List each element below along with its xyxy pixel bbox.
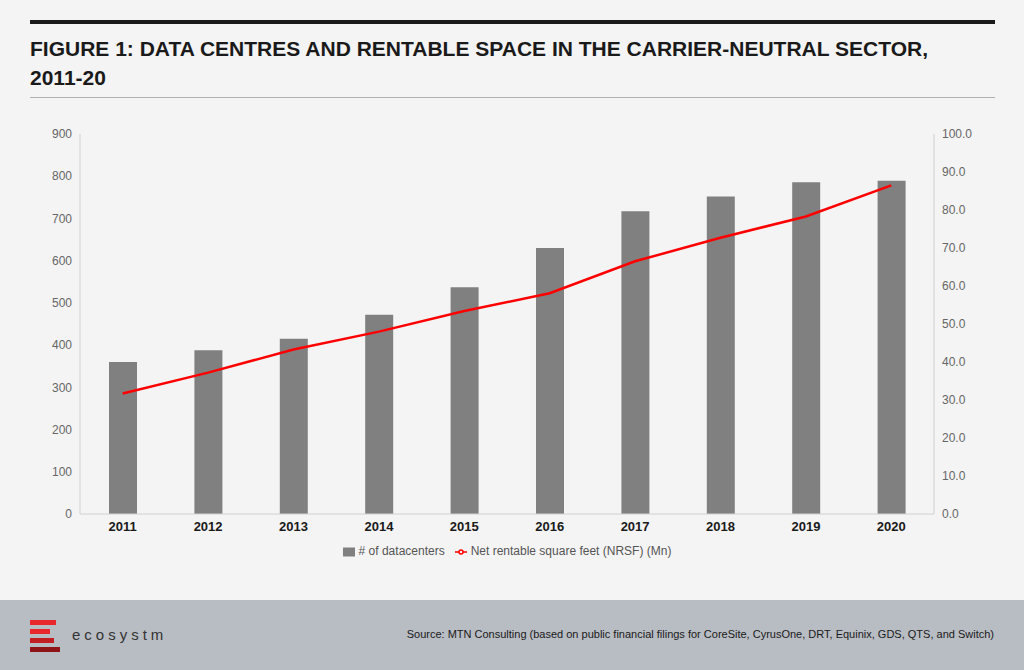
svg-text:0.0: 0.0 <box>942 507 959 521</box>
svg-text:40.0: 40.0 <box>942 355 966 369</box>
svg-text:100: 100 <box>52 465 72 479</box>
html-text:# of datacenters: # of datacenters <box>358 544 445 558</box>
svg-text:2016: 2016 <box>535 519 564 534</box>
svg-text:700: 700 <box>52 212 72 226</box>
svg-text:100.0: 100.0 <box>942 127 972 141</box>
html-text:Source: MTN Consulting (based: Source: MTN Consulting (based on public … <box>406 628 994 640</box>
svg-text:600: 600 <box>52 254 72 268</box>
svg-text:2012: 2012 <box>194 519 223 534</box>
svg-text:80.0: 80.0 <box>942 203 966 217</box>
svg-text:900: 900 <box>52 127 72 141</box>
svg-text:70.0: 70.0 <box>942 241 966 255</box>
svg-text:2011: 2011 <box>109 519 137 534</box>
svg-text:300: 300 <box>52 381 72 395</box>
svg-text:500: 500 <box>52 296 72 310</box>
svg-text:20.0: 20.0 <box>942 431 966 445</box>
svg-text:200: 200 <box>52 423 72 437</box>
svg-text:50.0: 50.0 <box>942 317 966 331</box>
html-text:ecosystm: ecosystm <box>72 626 168 643</box>
svg-text:2014: 2014 <box>364 519 394 534</box>
svg-text:60.0: 60.0 <box>942 279 966 293</box>
html-text:Net rentable square feet (NRSF: Net rentable square feet (NRSF) (Mn) <box>470 544 672 558</box>
svg-text:400: 400 <box>52 338 72 352</box>
svg-text:2018: 2018 <box>706 519 735 534</box>
html-text:FIGURE 1: DATA CENTRES AND REN: FIGURE 1: DATA CENTRES AND RENTABLE SPAC… <box>30 37 928 89</box>
svg-text:90.0: 90.0 <box>942 165 966 179</box>
svg-text:10.0: 10.0 <box>942 469 966 483</box>
svg-text:800: 800 <box>52 169 72 183</box>
svg-text:2013: 2013 <box>279 519 308 534</box>
svg-text:30.0: 30.0 <box>942 393 966 407</box>
svg-text:2019: 2019 <box>791 519 820 534</box>
svg-text:2015: 2015 <box>450 519 479 534</box>
svg-text:0: 0 <box>65 507 72 521</box>
svg-text:2020: 2020 <box>877 519 906 534</box>
svg-text:2017: 2017 <box>621 519 650 534</box>
